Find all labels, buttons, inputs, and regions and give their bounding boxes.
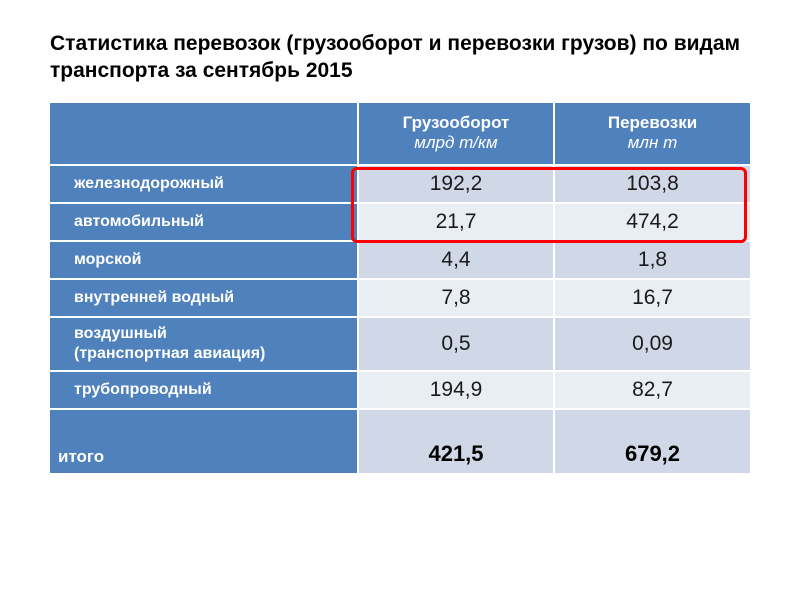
table-total-row: итого421,5679,2 bbox=[50, 409, 750, 473]
table-body: железнодорожный192,2103,8автомобильный21… bbox=[50, 165, 750, 473]
total-label: итого bbox=[50, 409, 358, 473]
row-label: воздушный(транспортная авиация) bbox=[50, 317, 358, 371]
header-turnover: Грузооборот млрд т/км bbox=[358, 103, 554, 165]
transport-table: Грузооборот млрд т/км Перевозки млн т же… bbox=[50, 103, 750, 473]
header-shipments-main: Перевозки bbox=[608, 113, 697, 132]
table-row: морской4,41,8 bbox=[50, 241, 750, 279]
header-blank bbox=[50, 103, 358, 165]
row-value-turnover: 194,9 bbox=[358, 371, 554, 409]
table-container: Грузооборот млрд т/км Перевозки млн т же… bbox=[50, 103, 750, 473]
row-value-shipments: 1,8 bbox=[554, 241, 750, 279]
header-shipments-sub: млн т bbox=[561, 133, 744, 153]
row-label: трубопроводный bbox=[50, 371, 358, 409]
header-turnover-main: Грузооборот bbox=[403, 113, 510, 132]
row-value-turnover: 4,4 bbox=[358, 241, 554, 279]
row-value-turnover: 7,8 bbox=[358, 279, 554, 317]
row-value-turnover: 21,7 bbox=[358, 203, 554, 241]
row-value-shipments: 0,09 bbox=[554, 317, 750, 371]
row-value-shipments: 16,7 bbox=[554, 279, 750, 317]
row-label: морской bbox=[50, 241, 358, 279]
row-value-shipments: 103,8 bbox=[554, 165, 750, 203]
table-row: железнодорожный192,2103,8 bbox=[50, 165, 750, 203]
header-turnover-sub: млрд т/км bbox=[365, 133, 547, 153]
table-row: трубопроводный194,982,7 bbox=[50, 371, 750, 409]
row-label: автомобильный bbox=[50, 203, 358, 241]
table-header-row: Грузооборот млрд т/км Перевозки млн т bbox=[50, 103, 750, 165]
row-label: внутренней водный bbox=[50, 279, 358, 317]
header-shipments: Перевозки млн т bbox=[554, 103, 750, 165]
row-value-shipments: 474,2 bbox=[554, 203, 750, 241]
table-row: автомобильный21,7474,2 bbox=[50, 203, 750, 241]
total-shipments: 679,2 bbox=[554, 409, 750, 473]
page-title: Статистика перевозок (грузооборот и пере… bbox=[50, 30, 750, 85]
row-value-turnover: 192,2 bbox=[358, 165, 554, 203]
row-value-shipments: 82,7 bbox=[554, 371, 750, 409]
row-label: железнодорожный bbox=[50, 165, 358, 203]
row-value-turnover: 0,5 bbox=[358, 317, 554, 371]
total-turnover: 421,5 bbox=[358, 409, 554, 473]
table-row: воздушный(транспортная авиация)0,50,09 bbox=[50, 317, 750, 371]
table-row: внутренней водный7,816,7 bbox=[50, 279, 750, 317]
